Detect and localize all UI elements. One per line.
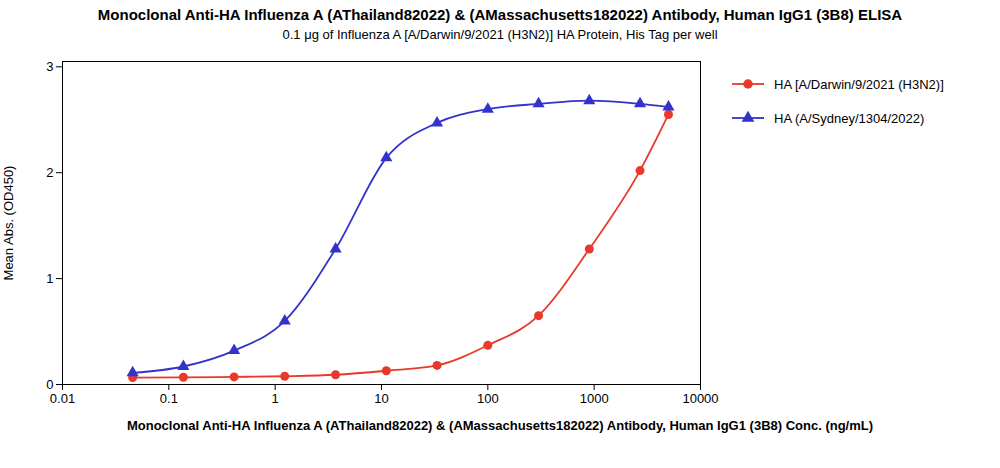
html-text:HA (A/Sydney/1304/2022): HA (A/Sydney/1304/2022) bbox=[774, 110, 925, 126]
svg-text:100: 100 bbox=[477, 391, 499, 406]
svg-text:0: 0 bbox=[46, 377, 53, 392]
svg-text:2: 2 bbox=[46, 165, 53, 180]
html-text:0.1 μg of Influenza A [A/Darwi: 0.1 μg of Influenza A [A/Darwin/9/2021 (… bbox=[282, 27, 718, 42]
svg-text:10: 10 bbox=[374, 391, 388, 406]
html-text:HA [A/Darwin/9/2021 (H3N2)]: HA [A/Darwin/9/2021 (H3N2)] bbox=[774, 76, 944, 92]
html-text:Monoclonal Anti-HA Influenza A: Monoclonal Anti-HA Influenza A (AThailan… bbox=[97, 6, 903, 23]
svg-text:Mean Abs. (OD450): Mean Abs. (OD450) bbox=[1, 166, 16, 281]
svg-text:1: 1 bbox=[46, 271, 53, 286]
svg-text:3: 3 bbox=[46, 59, 53, 74]
html-text:Monoclonal Anti-HA Influenza A: Monoclonal Anti-HA Influenza A (AThailan… bbox=[126, 418, 874, 433]
svg-text:0.1: 0.1 bbox=[160, 391, 178, 406]
svg-text:0.01: 0.01 bbox=[50, 391, 75, 406]
svg-text:10000: 10000 bbox=[682, 391, 718, 406]
svg-text:1: 1 bbox=[272, 391, 279, 406]
svg-text:1000: 1000 bbox=[580, 391, 609, 406]
